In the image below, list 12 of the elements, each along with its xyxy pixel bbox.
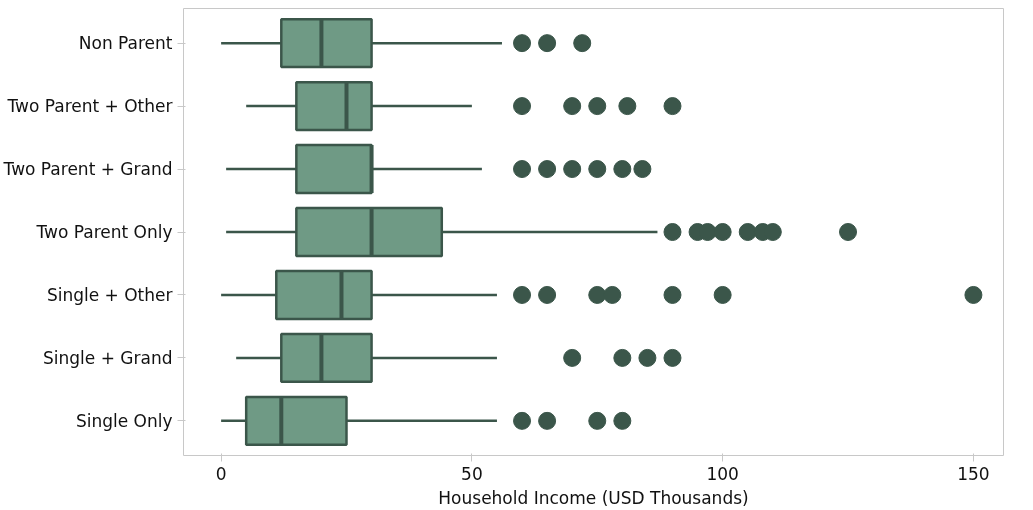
- x-axis-title: Household Income (USD Thousands): [438, 487, 749, 508]
- y-tick-label: Single Only: [75, 410, 173, 431]
- x-tick-label: 150: [957, 463, 990, 484]
- y-tick-label: Two Parent + Grand: [2, 159, 173, 180]
- y-tick-label: Non Parent: [78, 33, 173, 54]
- y-tick-label: Two Parent + Other: [6, 96, 173, 117]
- y-tick-label: Single + Other: [46, 284, 173, 305]
- y-tick-label: Two Parent Only: [35, 222, 173, 242]
- x-tick-label: 50: [461, 463, 483, 484]
- x-tick-label: 0: [215, 463, 227, 484]
- x-tick-label: 100: [706, 463, 739, 484]
- y-tick-label: Single + Grand: [43, 347, 173, 368]
